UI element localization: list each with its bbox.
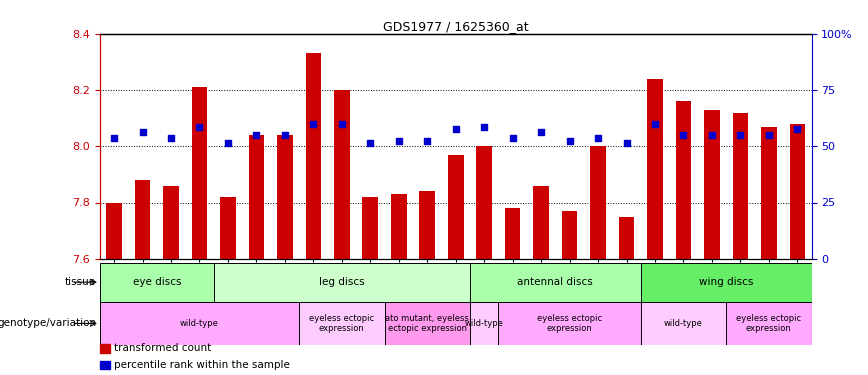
Bar	[533, 186, 549, 259]
Point	[278, 132, 292, 138]
Bar	[562, 211, 577, 259]
Bar	[675, 101, 691, 259]
Bar	[641, 262, 812, 302]
Point	[676, 132, 690, 138]
Bar	[106, 202, 122, 259]
Bar	[641, 302, 727, 345]
Point	[762, 132, 776, 138]
Bar	[648, 79, 663, 259]
Text: antennal discs: antennal discs	[517, 277, 593, 287]
Bar	[590, 146, 606, 259]
Point	[562, 138, 576, 144]
Bar	[214, 262, 470, 302]
Bar	[385, 302, 470, 345]
Bar	[733, 112, 748, 259]
Point	[107, 135, 121, 141]
Bar	[306, 54, 321, 259]
Bar	[277, 135, 293, 259]
Bar	[100, 302, 299, 345]
Text: eyeless ectopic
expression: eyeless ectopic expression	[309, 314, 374, 333]
Point	[391, 138, 405, 144]
Point	[506, 135, 520, 141]
Bar	[761, 126, 777, 259]
Point	[193, 124, 207, 130]
Point	[364, 141, 378, 147]
Point	[648, 121, 662, 127]
Text: wild-type: wild-type	[464, 319, 503, 328]
Bar	[248, 135, 264, 259]
Point	[620, 141, 634, 147]
Point	[306, 121, 320, 127]
Text: ato mutant, eyeless
ectopic expression: ato mutant, eyeless ectopic expression	[385, 314, 469, 333]
Bar	[334, 90, 350, 259]
Point	[534, 129, 548, 135]
Point	[705, 132, 719, 138]
Bar	[477, 146, 492, 259]
Bar	[192, 87, 207, 259]
Bar	[790, 124, 806, 259]
Title: GDS1977 / 1625360_at: GDS1977 / 1625360_at	[383, 20, 529, 33]
Point	[135, 129, 149, 135]
Text: eye discs: eye discs	[133, 277, 181, 287]
Bar	[363, 197, 378, 259]
Point	[791, 126, 805, 132]
Bar	[391, 194, 406, 259]
Text: eyeless ectopic
expression: eyeless ectopic expression	[537, 314, 602, 333]
Bar	[419, 191, 435, 259]
Text: percentile rank within the sample: percentile rank within the sample	[114, 360, 290, 370]
Bar	[505, 208, 521, 259]
Bar	[163, 186, 179, 259]
Bar	[619, 216, 635, 259]
Point	[420, 138, 434, 144]
Text: eyeless ectopic
expression: eyeless ectopic expression	[736, 314, 801, 333]
Point	[733, 132, 747, 138]
Point	[164, 135, 178, 141]
Point	[221, 141, 235, 147]
Text: genotype/variation: genotype/variation	[0, 318, 96, 328]
Bar	[704, 110, 720, 259]
Bar	[299, 302, 385, 345]
Text: transformed count: transformed count	[114, 344, 211, 353]
Text: wild-type: wild-type	[180, 319, 219, 328]
Text: leg discs: leg discs	[319, 277, 365, 287]
Point	[449, 126, 463, 132]
Text: tissue: tissue	[65, 277, 96, 287]
Bar	[470, 262, 641, 302]
Bar	[448, 155, 464, 259]
Bar	[498, 302, 641, 345]
Point	[249, 132, 263, 138]
Bar	[100, 262, 214, 302]
Bar	[470, 302, 498, 345]
Bar	[135, 180, 150, 259]
Bar	[727, 302, 812, 345]
Bar	[220, 197, 236, 259]
Point	[477, 124, 491, 130]
Point	[335, 121, 349, 127]
Point	[591, 135, 605, 141]
Text: wing discs: wing discs	[699, 277, 753, 287]
Text: wild-type: wild-type	[664, 319, 703, 328]
